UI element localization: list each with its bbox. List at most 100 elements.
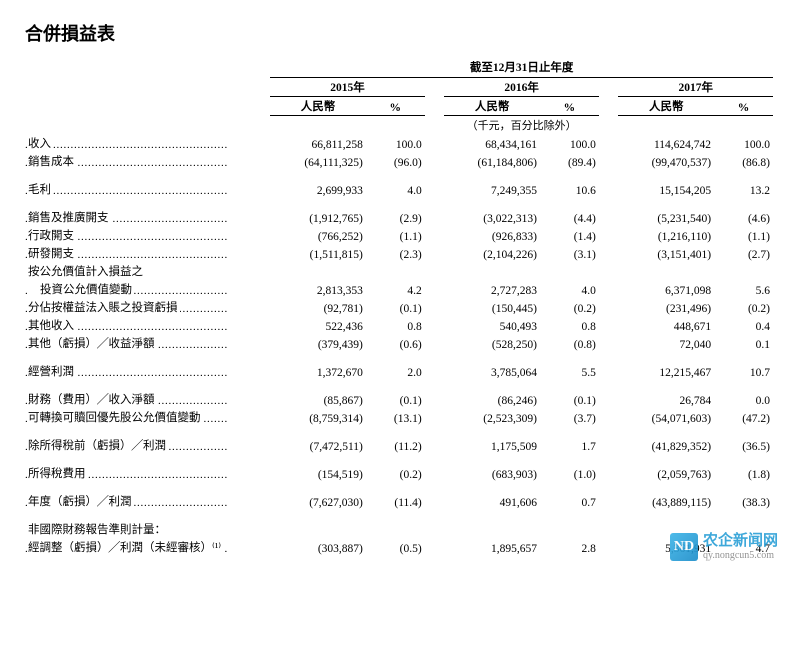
cell-value: 5.6 xyxy=(714,280,773,298)
year-2017: 2017年 xyxy=(618,78,773,97)
cell-value: (154,519) xyxy=(270,464,366,482)
cell-value: (683,903) xyxy=(444,464,540,482)
cell-value: (96.0) xyxy=(366,152,425,170)
row-label: 其他收入 xyxy=(25,316,270,334)
cell-value: 66,811,258 xyxy=(270,134,366,152)
cell-value: 7,249,355 xyxy=(444,180,540,198)
cell-value: 0.4 xyxy=(714,316,773,334)
cell-value: (8,759,314) xyxy=(270,408,366,426)
cell-value: (2,104,226) xyxy=(444,244,540,262)
unit-note: （千元，百分比除外） xyxy=(270,116,773,135)
cell-value: (92,781) xyxy=(270,298,366,316)
cell-value: 2,727,283 xyxy=(444,280,540,298)
cell-value: (13.1) xyxy=(366,408,425,426)
cell-value: (303,887) xyxy=(270,538,366,556)
cell-value: (47.2) xyxy=(714,408,773,426)
row-label: 按公允價值計入損益之 xyxy=(25,262,270,280)
row-label: 所得稅費用 xyxy=(25,464,270,482)
cell-value: 0.1 xyxy=(714,334,773,352)
row-label: 收入 xyxy=(25,134,270,152)
period-caption: 截至12月31日止年度 xyxy=(270,58,773,78)
cell-value: (1.4) xyxy=(540,226,599,244)
currency-label: 人民幣 xyxy=(618,97,714,116)
cell-value: (3,151,401) xyxy=(618,244,714,262)
cell-value: (926,833) xyxy=(444,226,540,244)
cell-value: 68,434,161 xyxy=(444,134,540,152)
cell-value: 26,784 xyxy=(618,390,714,408)
cell-value: (41,829,352) xyxy=(618,436,714,454)
cell-value: 15,154,205 xyxy=(618,180,714,198)
cell-value: (528,250) xyxy=(444,334,540,352)
cell-value: (0.1) xyxy=(366,298,425,316)
cell-value: (61,184,806) xyxy=(444,152,540,170)
cell-value: (0.8) xyxy=(540,334,599,352)
cell-value: (7,627,030) xyxy=(270,492,366,510)
cell-value: 4.0 xyxy=(540,280,599,298)
cell-value: 0.7 xyxy=(540,492,599,510)
income-statement-table: 截至12月31日止年度 2015年 2016年 2017年 人民幣 % 人民幣 … xyxy=(25,58,773,556)
cell-value: (1,912,765) xyxy=(270,208,366,226)
cell-value: (3.7) xyxy=(540,408,599,426)
cell-value: 2.8 xyxy=(540,538,599,556)
cell-value: (89.4) xyxy=(540,152,599,170)
cell-value: 0.8 xyxy=(540,316,599,334)
row-label: 除所得稅前（虧損）╱利潤 xyxy=(25,436,270,454)
cell-value: 2,813,353 xyxy=(270,280,366,298)
cell-value: 0.0 xyxy=(714,390,773,408)
cell-value: 1,895,657 xyxy=(444,538,540,556)
row-label: 分佔按權益法入賬之投資虧損 xyxy=(25,298,270,316)
cell-value: (3,022,313) xyxy=(444,208,540,226)
percent-label: % xyxy=(366,97,425,116)
cell-value: (85,867) xyxy=(270,390,366,408)
cell-value: (11.4) xyxy=(366,492,425,510)
cell-value: 522,436 xyxy=(270,316,366,334)
row-label: 投資公允價值變動 xyxy=(25,280,270,298)
watermark-logo-icon: ND xyxy=(670,533,698,561)
cell-value: 448,671 xyxy=(618,316,714,334)
cell-value: 3,785,064 xyxy=(444,362,540,380)
cell-value: (1.1) xyxy=(366,226,425,244)
cell-value: (231,496) xyxy=(618,298,714,316)
cell-value: 491,606 xyxy=(444,492,540,510)
cell-value: 540,493 xyxy=(444,316,540,334)
currency-label: 人民幣 xyxy=(444,97,540,116)
cell-value: 4.2 xyxy=(366,280,425,298)
percent-label: % xyxy=(540,97,599,116)
cell-value: (1.1) xyxy=(714,226,773,244)
cell-value: (86.8) xyxy=(714,152,773,170)
cell-value: (0.1) xyxy=(366,390,425,408)
cell-value: (0.5) xyxy=(366,538,425,556)
cell-value: (4.6) xyxy=(714,208,773,226)
cell-value: 1,175,509 xyxy=(444,436,540,454)
watermark: ND 农企新闻网 qy.nongcun5.com xyxy=(670,533,778,561)
cell-value: 5.5 xyxy=(540,362,599,380)
cell-value: 12,215,467 xyxy=(618,362,714,380)
cell-value: 114,624,742 xyxy=(618,134,714,152)
row-label: 研發開支 xyxy=(25,244,270,262)
row-label: 財務（費用）╱收入淨額 xyxy=(25,390,270,408)
cell-value: (379,439) xyxy=(270,334,366,352)
cell-value: (2.9) xyxy=(366,208,425,226)
year-2015: 2015年 xyxy=(270,78,424,97)
watermark-text: 农企新闻网 xyxy=(703,533,778,550)
cell-value: 10.7 xyxy=(714,362,773,380)
cell-value: (1.8) xyxy=(714,464,773,482)
row-label: 非國際財務報告準則計量： xyxy=(25,520,270,538)
cell-value: (54,071,603) xyxy=(618,408,714,426)
cell-value: 2.0 xyxy=(366,362,425,380)
cell-value: (2,059,763) xyxy=(618,464,714,482)
watermark-url: qy.nongcun5.com xyxy=(703,550,778,561)
document-title: 合併損益表 xyxy=(25,20,773,46)
cell-value: (1,511,815) xyxy=(270,244,366,262)
cell-value: (38.3) xyxy=(714,492,773,510)
cell-value: 1.7 xyxy=(540,436,599,454)
cell-value: (99,470,537) xyxy=(618,152,714,170)
cell-value: (1,216,110) xyxy=(618,226,714,244)
cell-value: 4.0 xyxy=(366,180,425,198)
cell-value: (0.2) xyxy=(366,464,425,482)
cell-value: (0.2) xyxy=(714,298,773,316)
cell-value: (4.4) xyxy=(540,208,599,226)
cell-value: (3.1) xyxy=(540,244,599,262)
cell-value: (86,246) xyxy=(444,390,540,408)
cell-value: (7,472,511) xyxy=(270,436,366,454)
